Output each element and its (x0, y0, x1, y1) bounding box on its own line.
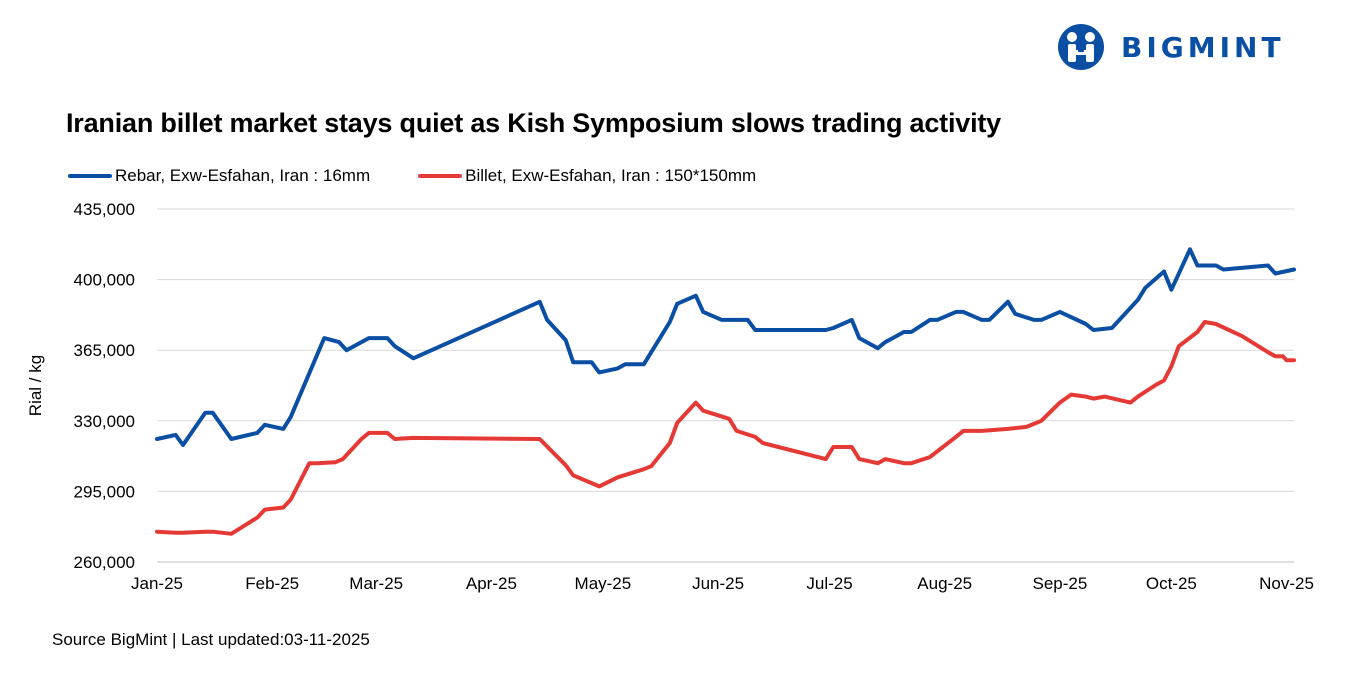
legend-item-billet: Billet, Exw-Esfahan, Iran : 150*150mm (418, 166, 756, 186)
legend-swatch-rebar (68, 174, 112, 178)
y-tick-label: 330,000 (74, 412, 135, 431)
chart-legend: Rebar, Exw-Esfahan, Iran : 16mm Billet, … (68, 166, 756, 186)
x-tick-label: Jan-25 (131, 574, 183, 593)
x-tick-label: May-25 (575, 574, 632, 593)
y-tick-label: 400,000 (74, 271, 135, 290)
x-tick-label: Jun-25 (692, 574, 744, 593)
legend-swatch-billet (418, 174, 463, 178)
x-tick-label: Aug-25 (917, 574, 972, 593)
x-tick-label: Mar-25 (349, 574, 403, 593)
x-tick-label: Sep-25 (1032, 574, 1087, 593)
x-tick-label: Feb-25 (245, 574, 299, 593)
legend-item-rebar: Rebar, Exw-Esfahan, Iran : 16mm (68, 166, 370, 186)
chart-title: Iranian billet market stays quiet as Kis… (66, 108, 1001, 138)
y-tick-label: 260,000 (74, 553, 135, 572)
x-tick-label: Apr-25 (466, 574, 517, 593)
billet-series-line (155, 320, 1296, 536)
legend-label-rebar: Rebar, Exw-Esfahan, Iran : 16mm (115, 166, 371, 185)
legend-label-billet: Billet, Exw-Esfahan, Iran : 150*150mm (465, 166, 757, 185)
bigmint-logo-icon (1058, 24, 1104, 70)
y-axis-label: Rial / kg (26, 355, 45, 416)
brand-name: BIGMINT (1121, 30, 1285, 64)
source-note: Source BigMint | Last updated:03-11-2025 (52, 630, 370, 649)
y-tick-label: 365,000 (74, 341, 135, 360)
x-tick-label: Jul-25 (806, 574, 852, 593)
x-tick-label: Oct-25 (1146, 574, 1197, 593)
x-tick-label: Nov-25 (1259, 574, 1314, 593)
brand-logo: BIGMINT (1055, 22, 1285, 72)
y-tick-label: 295,000 (74, 482, 135, 501)
rebar-series-line (155, 247, 1296, 447)
y-tick-label: 435,000 (74, 200, 135, 219)
